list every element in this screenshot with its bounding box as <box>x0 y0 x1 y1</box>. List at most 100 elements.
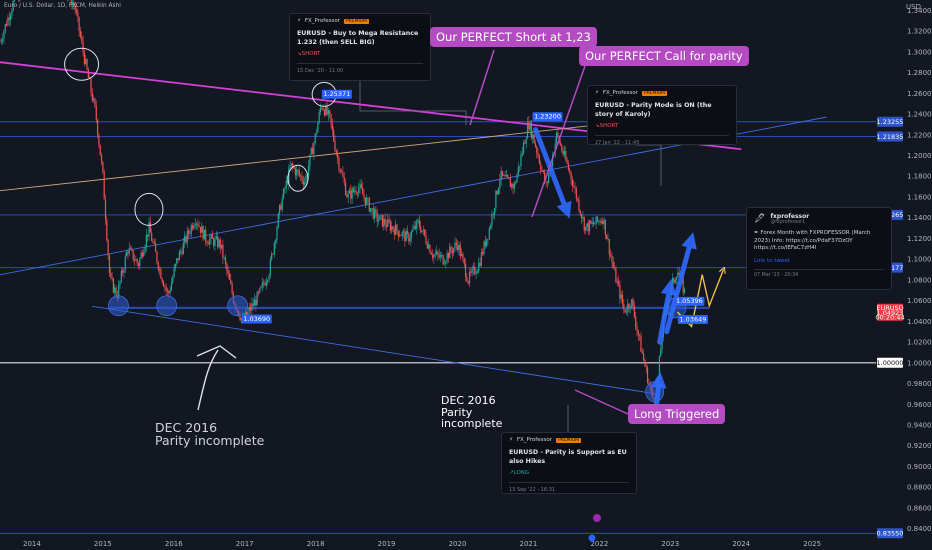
candle-body <box>220 244 223 249</box>
candle-body <box>495 190 497 209</box>
candle-body <box>478 263 480 272</box>
y-tick-label: 1.32000 <box>907 28 932 36</box>
candle-body <box>522 142 525 153</box>
candle-body <box>98 135 100 145</box>
candle-body <box>453 247 455 254</box>
candle-body <box>11 10 13 16</box>
candle-body <box>0 40 2 42</box>
x-tick-label: 2025 <box>803 540 821 548</box>
level-tag <box>877 116 903 127</box>
idea-card-short-2022[interactable]: ⚡ FX_Professor PREMIUM EURUSD - Parity Mod… <box>587 85 737 146</box>
candle-body <box>472 266 475 269</box>
candle-body <box>458 244 460 251</box>
candle-body <box>648 382 650 384</box>
candle-body <box>586 223 588 227</box>
callout-perfect-parity[interactable]: Our PERFECT Call for parity <box>579 46 749 66</box>
y-tick-label: 1.22000 <box>907 131 932 139</box>
candle-body <box>391 226 393 231</box>
tweet-avatar-icon: 🖋 <box>754 214 766 224</box>
candle-body <box>581 214 583 219</box>
candle-body <box>2 38 4 41</box>
premium-badge: PREMIUM <box>555 437 582 443</box>
candle-body <box>294 168 297 176</box>
candle-body <box>375 209 377 213</box>
x-tick-label: 2022 <box>590 540 608 548</box>
candle-body <box>610 254 612 256</box>
level-tag <box>877 357 903 368</box>
candle-body <box>259 287 261 293</box>
candle-body <box>95 106 97 120</box>
candle-body <box>512 183 514 189</box>
candle-body <box>548 174 550 183</box>
candle-body <box>356 193 359 194</box>
candle-body <box>191 225 194 229</box>
callout-long-triggered[interactable]: Long Triggered <box>628 404 726 424</box>
price-tag-label: 1.23200 <box>534 113 561 121</box>
candle-body <box>399 235 401 237</box>
candle-body <box>91 92 93 101</box>
x-tick-label: 2019 <box>378 540 396 548</box>
candle-body <box>678 272 680 275</box>
candle-body <box>521 152 523 155</box>
idea-card-short-2020[interactable]: ⚡ FX_Professor PREMIUM EURUSD - Buy to Meg… <box>289 13 431 81</box>
candle-body <box>459 244 461 257</box>
candle-body <box>331 123 333 130</box>
candle-body <box>363 194 365 198</box>
candle-body <box>621 294 624 304</box>
candle-body <box>210 234 212 240</box>
candle-body <box>296 169 298 176</box>
candle-body <box>503 175 505 176</box>
y-tick-label: 1.06000 <box>907 297 932 305</box>
candle-body <box>530 122 533 139</box>
candle-body <box>387 219 389 227</box>
candle-body <box>329 110 331 114</box>
candle-body <box>193 225 195 229</box>
candle-body <box>172 277 174 283</box>
card-date: 15 Dec '20 - 11:00 <box>297 68 344 74</box>
candle-body <box>570 172 572 180</box>
candle-body <box>619 284 621 299</box>
candle-body <box>346 194 348 198</box>
candle-body <box>520 154 522 166</box>
candle-body <box>519 165 521 167</box>
tweet-card[interactable]: 🖋 fxprofessor @fxprofessor1 ✒ Forex Mont… <box>746 207 892 290</box>
candle-body <box>442 255 444 265</box>
candle-body <box>446 252 448 262</box>
support-touch-circle <box>227 295 249 317</box>
candle-body <box>281 198 283 210</box>
idea-card-long-2022[interactable]: ⚡ FX_Professor PREMIUM EURUSD - Parity is … <box>501 432 637 494</box>
price-tag <box>241 314 272 324</box>
y-tick-label: 1.30000 <box>907 48 932 56</box>
candle-body <box>561 145 563 151</box>
candle-body <box>526 122 529 139</box>
current-price-label: 1.04923 <box>877 309 904 317</box>
candle-body <box>327 110 329 115</box>
annotation-arrow-head <box>196 345 237 359</box>
tweet-link[interactable]: Link to tweet <box>754 257 790 264</box>
candle-body <box>380 215 382 216</box>
candle-body <box>416 220 418 229</box>
candle-body <box>133 260 136 261</box>
signal-label: LONG <box>513 470 530 476</box>
candle-body <box>94 98 96 107</box>
candle-body <box>660 349 662 357</box>
candle-body <box>335 150 337 155</box>
candle-body <box>147 234 149 237</box>
callout-perfect-short[interactable]: Our PERFECT Short at 1,23 <box>430 27 597 47</box>
candle-body <box>269 259 271 276</box>
candle-body <box>141 252 144 257</box>
candle-body <box>491 214 493 226</box>
candle-body <box>73 2 75 5</box>
y-tick-label: 1.24000 <box>907 111 932 119</box>
card-title: EURUSD - Parity is Support as EU also Hi… <box>509 449 627 465</box>
candle-body <box>248 307 250 312</box>
candle-body <box>492 214 494 215</box>
candle-body <box>246 311 248 316</box>
candle-body <box>509 179 511 188</box>
candle-body <box>517 166 519 175</box>
down-trend-icon: ↘ <box>297 51 302 57</box>
candle-body <box>297 169 299 172</box>
